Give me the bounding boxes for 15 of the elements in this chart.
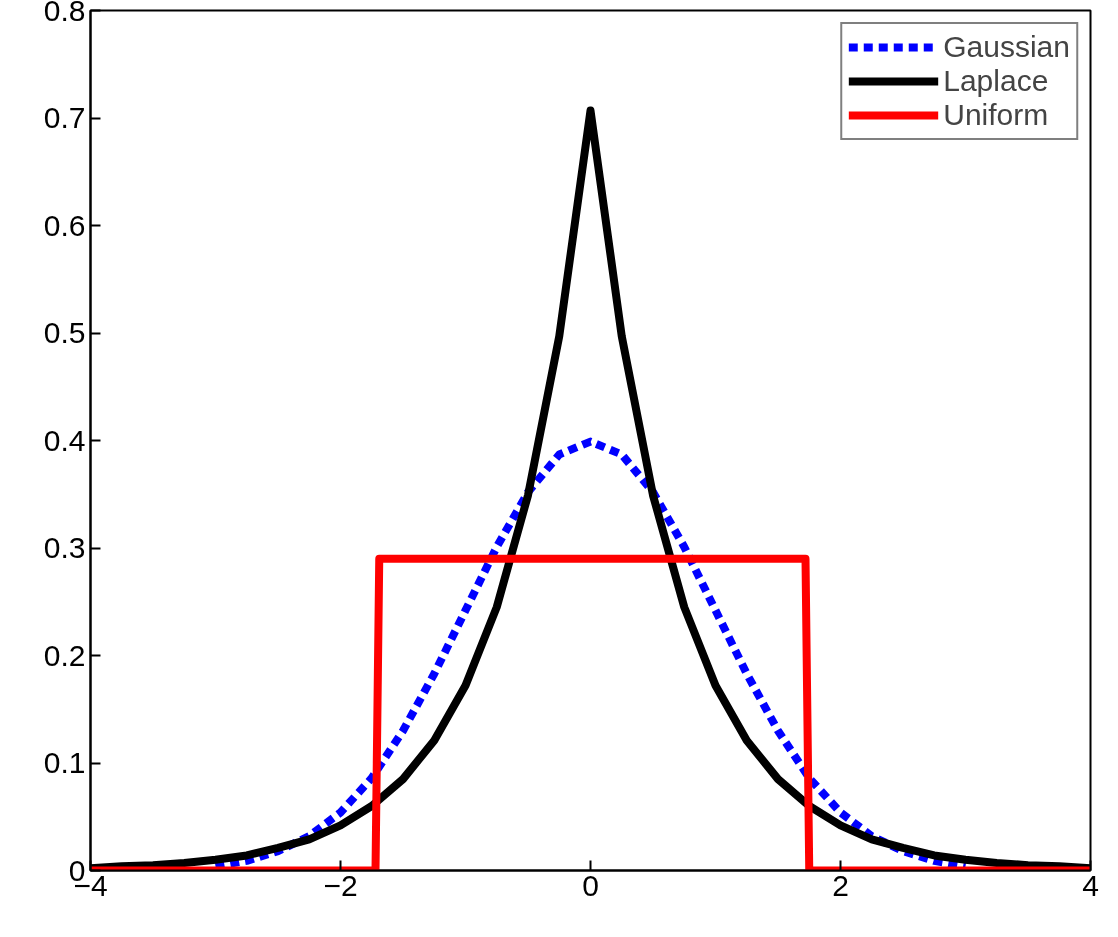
legend-label: Laplace <box>943 64 1049 98</box>
y-tick-label: 0.8 <box>43 0 86 27</box>
y-tick-label: 0.6 <box>43 208 86 242</box>
y-tick-label: 0.7 <box>43 101 86 134</box>
x-tick-label: 0 <box>582 868 599 902</box>
y-tick-label: 0.4 <box>43 423 86 457</box>
y-tick-label: 0.1 <box>43 746 86 779</box>
x-tick-label: 2 <box>832 868 849 902</box>
y-tick-label: 0.5 <box>43 316 86 349</box>
y-tick-label: 0.3 <box>43 531 86 564</box>
y-tick-label: 0.2 <box>43 638 86 672</box>
x-tick-label: −2 <box>323 868 358 902</box>
legend-label: Uniform <box>943 98 1049 132</box>
legend-label: Gaussian <box>943 30 1070 64</box>
x-tick-label: 4 <box>1082 868 1099 902</box>
